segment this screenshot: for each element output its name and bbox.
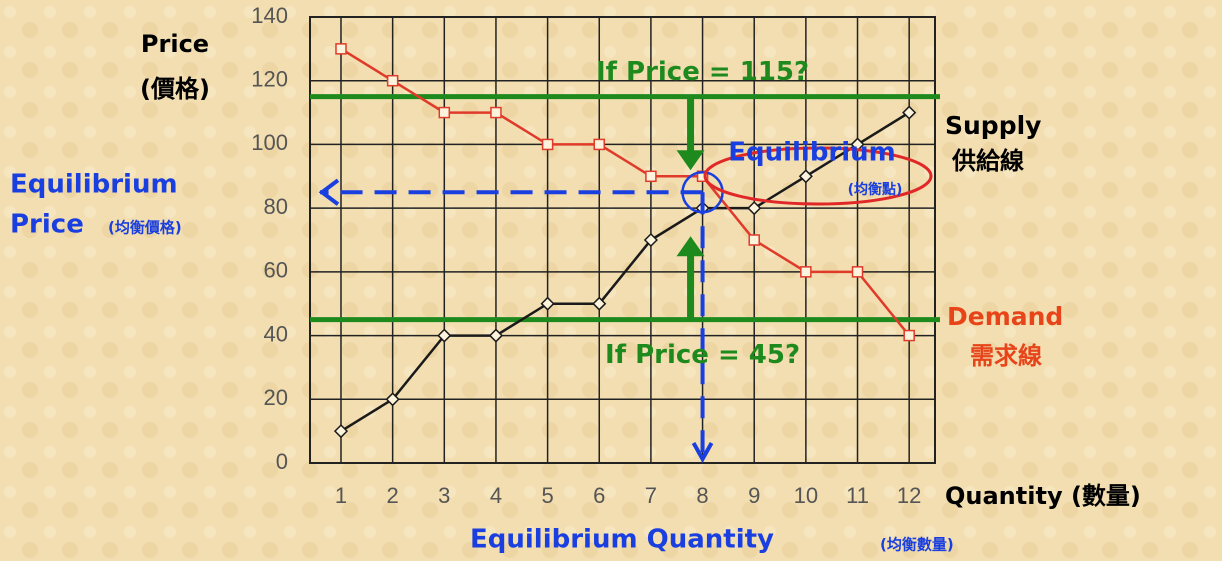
marker — [439, 108, 449, 118]
marker — [543, 139, 553, 149]
annotation: Equilibrium — [10, 170, 178, 200]
marker — [388, 76, 398, 86]
x-tick-label: 2 — [387, 483, 399, 508]
x-tick-label: 12 — [897, 483, 921, 508]
y-tick-label: 40 — [264, 321, 288, 346]
y-tick-label: 0 — [276, 449, 288, 474]
legend-label: 需求線 — [970, 342, 1042, 370]
marker — [594, 139, 604, 149]
x-tick-label: 6 — [593, 483, 605, 508]
annotation: Equilibrium Quantity — [470, 525, 774, 555]
y-label: Price — [141, 30, 209, 58]
x-label: Quantity (數量) — [945, 482, 1141, 510]
x-tick-label: 10 — [794, 483, 818, 508]
x-tick-label: 1 — [335, 483, 347, 508]
x-tick-label: 4 — [490, 483, 502, 508]
marker — [853, 267, 863, 277]
y-tick-label: 60 — [264, 258, 288, 283]
annotation: Equilibrium — [728, 138, 896, 168]
legend-label: Demand — [947, 302, 1063, 331]
y-label: (價格) — [140, 75, 210, 103]
x-tick-label: 5 — [541, 483, 553, 508]
y-tick-label: 100 — [251, 130, 288, 155]
annotation: (均衡數量) — [880, 536, 954, 554]
annotation: (均衡價格) — [108, 219, 182, 237]
legend-label: 供給線 — [951, 147, 1024, 175]
marker — [336, 44, 346, 54]
marker — [646, 171, 656, 181]
x-tick-label: 3 — [438, 483, 450, 508]
y-tick-label: 80 — [264, 194, 288, 219]
chart: 020406080100120140123456789101112If Pric… — [0, 0, 1222, 561]
x-tick-label: 7 — [645, 483, 657, 508]
x-tick-label: 8 — [696, 483, 708, 508]
marker — [801, 267, 811, 277]
annotation: (均衡點) — [848, 181, 903, 198]
annotation: If Price = 45? — [605, 340, 800, 370]
x-tick-label: 11 — [846, 483, 869, 508]
y-tick-label: 120 — [251, 67, 288, 92]
x-tick-label: 9 — [748, 483, 760, 508]
legend-label: Supply — [945, 111, 1041, 140]
marker — [904, 331, 914, 341]
annotation: If Price = 115? — [596, 57, 809, 87]
marker — [491, 108, 501, 118]
y-tick-label: 140 — [251, 3, 288, 28]
y-tick-label: 20 — [264, 385, 288, 410]
marker — [749, 235, 759, 245]
annotation: Price — [10, 210, 84, 240]
